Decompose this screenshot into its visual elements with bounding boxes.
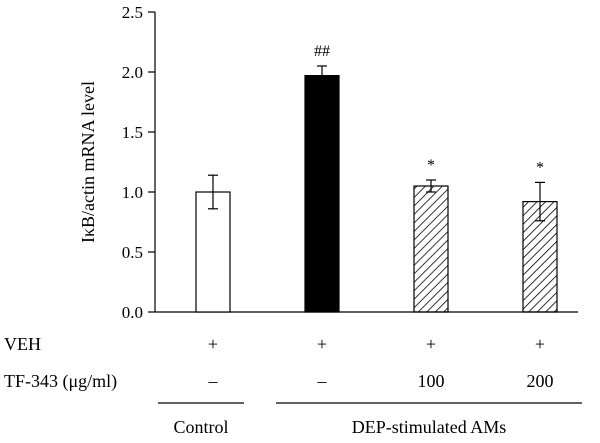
y-tick-label: 2.5 <box>122 3 143 22</box>
significance-mark-1: ## <box>314 43 330 60</box>
y-tick-label: 0.0 <box>122 303 143 322</box>
y-tick-label: 1.5 <box>122 123 143 142</box>
bar-1 <box>304 74 340 313</box>
bars <box>195 74 558 313</box>
significance-marks: ## * * <box>314 43 544 176</box>
y-axis-label: IκB/actin mRNA level <box>78 81 98 243</box>
treatment-cell: + <box>426 334 436 354</box>
significance-mark-2: * <box>427 157 435 174</box>
treatment-cell: + <box>317 334 327 354</box>
treatment-row-label-1: TF-343 (μg/ml) <box>4 371 117 392</box>
treatment-cell: 100 <box>418 371 445 391</box>
treatment-cell: + <box>208 334 218 354</box>
error-bars <box>208 65 545 222</box>
treatment-table: VEH + + + + TF-343 (μg/ml) – – 100 200 <box>4 334 554 392</box>
y-tick-label: 0.5 <box>122 243 143 262</box>
treatment-cell: – <box>317 371 328 391</box>
group-label-0: Control <box>173 417 228 437</box>
treatment-row-label-0: VEH <box>4 334 41 354</box>
treatment-cell: – <box>208 371 219 391</box>
y-tick-label: 2.0 <box>122 63 143 82</box>
significance-mark-3: * <box>536 159 544 176</box>
treatment-cell: 200 <box>527 371 554 391</box>
y-tick-label: 1.0 <box>122 183 143 202</box>
bar-2 <box>413 185 449 313</box>
treatment-cell: + <box>535 334 545 354</box>
group-label-1: DEP-stimulated AMs <box>352 417 507 437</box>
bar-0 <box>195 191 231 313</box>
group-labels: Control DEP-stimulated AMs <box>158 402 582 437</box>
